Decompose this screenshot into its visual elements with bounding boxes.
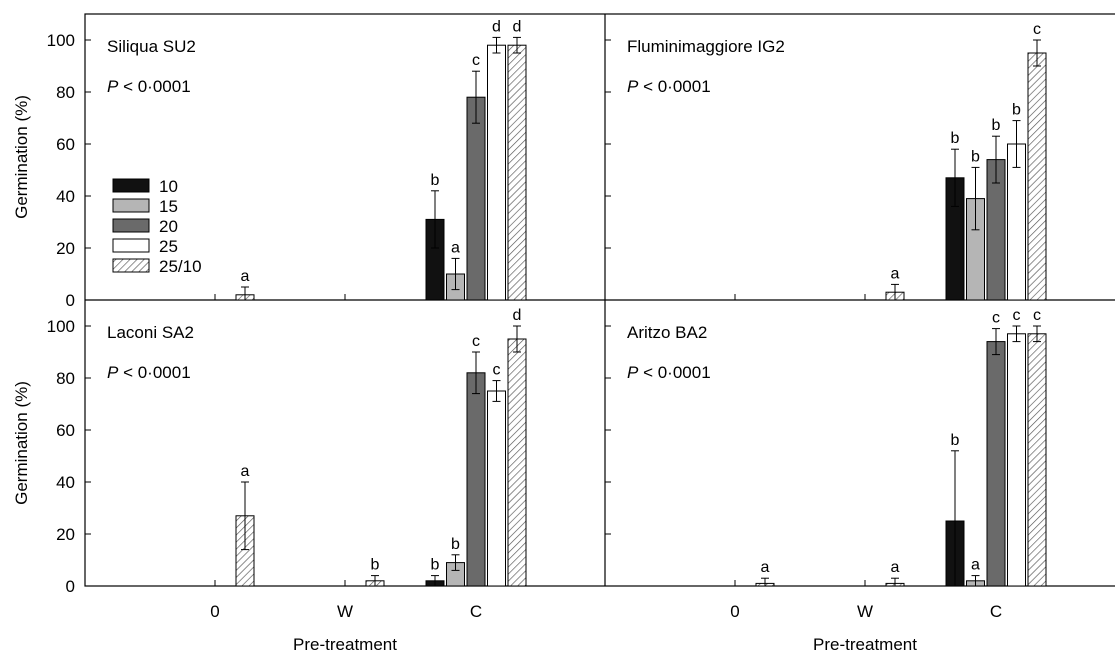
x-tick-label: W	[337, 602, 353, 621]
significance-letter: c	[472, 52, 480, 69]
x-tick-label: 0	[210, 602, 219, 621]
p-value-symbol: P	[627, 77, 639, 96]
legend-swatch	[112, 198, 150, 213]
legend-label: 20	[159, 217, 178, 236]
significance-letter: c	[493, 362, 501, 379]
significance-letter: b	[992, 117, 1001, 134]
bar	[487, 44, 506, 301]
bar	[466, 96, 486, 301]
y-tick-label: 0	[66, 291, 75, 310]
bar	[507, 338, 527, 587]
p-value-text: < 0·0001	[118, 77, 190, 96]
bar	[487, 390, 506, 587]
significance-letter: a	[971, 557, 980, 574]
significance-letter: a	[891, 265, 900, 282]
y-tick-label: 20	[56, 239, 75, 258]
significance-letter: a	[451, 239, 460, 256]
y-tick-label: 100	[47, 31, 75, 50]
bar	[986, 341, 1006, 587]
x-axis-label: Pre-treatment	[813, 635, 917, 653]
significance-letter: d	[513, 18, 522, 35]
significance-letter: a	[761, 559, 770, 576]
legend-label: 15	[159, 197, 178, 216]
significance-letter: c	[992, 310, 1000, 327]
y-axis-label: Germination (%)	[12, 95, 31, 219]
legend-label: 25/10	[159, 257, 202, 276]
y-tick-label: 0	[66, 577, 75, 596]
y-tick-label: 100	[47, 317, 75, 336]
x-tick-label: 0	[730, 602, 739, 621]
significance-letter: b	[971, 148, 980, 165]
significance-letter: d	[492, 18, 501, 35]
significance-letter: b	[371, 557, 380, 574]
y-tick-label: 40	[56, 187, 75, 206]
significance-letter: b	[431, 172, 440, 189]
p-value-text: < 0·0001	[118, 363, 190, 382]
x-tick-label: W	[857, 602, 873, 621]
significance-letter: a	[891, 559, 900, 576]
p-value-symbol: P	[107, 363, 119, 382]
bar	[466, 372, 486, 587]
significance-letter: b	[1012, 102, 1021, 119]
y-tick-label: 80	[56, 83, 75, 102]
p-value-symbol: P	[627, 363, 639, 382]
y-tick-label: 40	[56, 473, 75, 492]
y-tick-label: 80	[56, 369, 75, 388]
panel-title: Laconi SA2	[107, 323, 194, 342]
p-value: P < 0·0001	[107, 77, 191, 96]
legend-swatch	[112, 178, 150, 193]
p-value-symbol: P	[107, 77, 119, 96]
legend-swatch	[112, 238, 150, 253]
significance-letter: d	[513, 307, 522, 324]
significance-letter: b	[951, 130, 960, 147]
bar	[1027, 52, 1047, 301]
significance-letter: b	[451, 536, 460, 553]
panel-title: Aritzo BA2	[627, 323, 707, 342]
y-tick-label: 60	[56, 421, 75, 440]
legend-swatch	[112, 218, 150, 233]
y-tick-label: 20	[56, 525, 75, 544]
legend-label: 10	[159, 177, 178, 196]
panel-title: Siliqua SU2	[107, 37, 196, 56]
y-axis-label: Germination (%)	[12, 381, 31, 505]
p-value: P < 0·0001	[627, 77, 711, 96]
x-tick-label: C	[990, 602, 1002, 621]
significance-letter: c	[472, 333, 480, 350]
bar	[1027, 333, 1047, 587]
panel-title: Fluminimaggiore IG2	[627, 37, 785, 56]
p-value-text: < 0·0001	[638, 77, 710, 96]
bar	[507, 44, 527, 301]
bar	[1007, 333, 1026, 587]
p-value: P < 0·0001	[107, 363, 191, 382]
x-axis-label: Pre-treatment	[293, 635, 397, 653]
significance-letter: c	[1013, 307, 1021, 324]
significance-letter: a	[241, 268, 250, 285]
p-value: P < 0·0001	[627, 363, 711, 382]
p-value-text: < 0·0001	[638, 363, 710, 382]
legend-label: 25	[159, 237, 178, 256]
significance-letter: c	[1033, 307, 1041, 324]
x-tick-label: C	[470, 602, 482, 621]
significance-letter: b	[431, 557, 440, 574]
y-tick-label: 60	[56, 135, 75, 154]
significance-letter: a	[241, 463, 250, 480]
significance-letter: c	[1033, 21, 1041, 38]
significance-letter: b	[951, 432, 960, 449]
legend-swatch	[112, 258, 150, 273]
